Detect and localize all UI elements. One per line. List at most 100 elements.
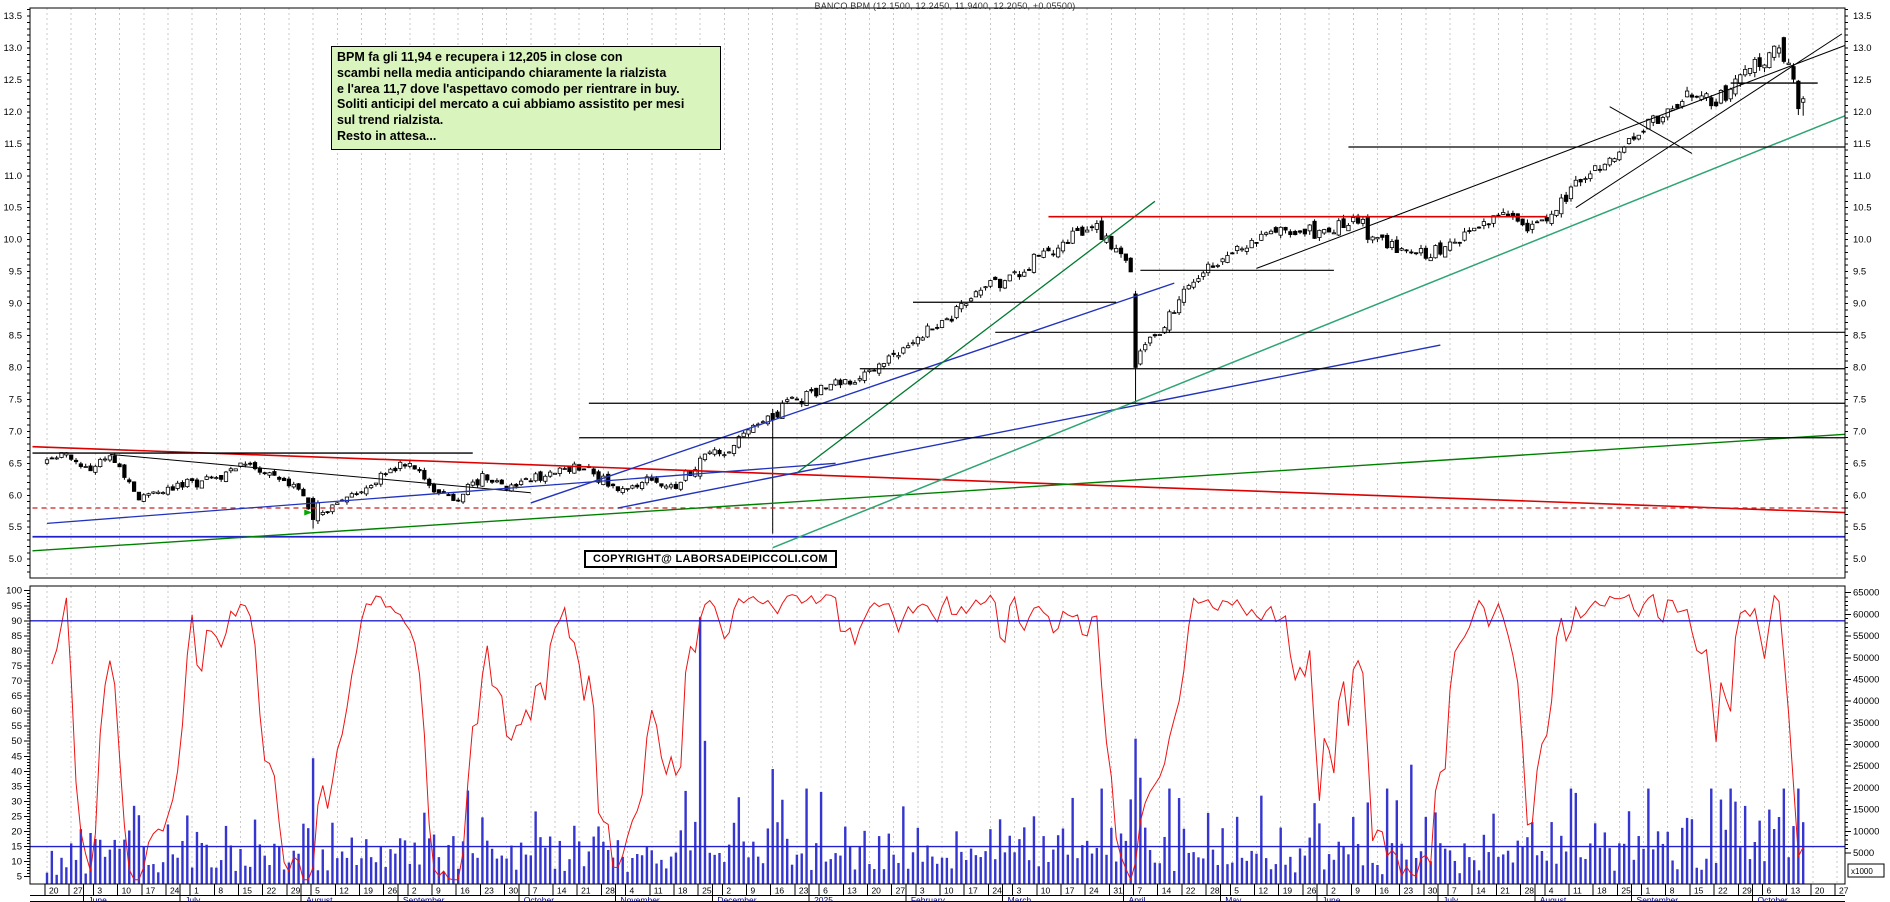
svg-text:18: 18 [1597,886,1607,896]
svg-text:15: 15 [243,886,253,896]
svg-text:5: 5 [17,872,22,883]
svg-text:3: 3 [1017,886,1022,896]
svg-text:5.5: 5.5 [1853,522,1866,533]
svg-text:11.5: 11.5 [4,139,22,150]
svg-text:July: July [1443,895,1459,902]
analyst-note-box: BPM fa gli 11,94 e recupera i 12,205 in … [331,46,721,150]
svg-text:10: 10 [944,886,954,896]
svg-text:65: 65 [11,691,22,702]
svg-text:4: 4 [1549,886,1554,896]
svg-text:25000: 25000 [1853,761,1879,772]
svg-text:28: 28 [1525,886,1535,896]
svg-text:8.0: 8.0 [9,362,22,373]
svg-text:7: 7 [1452,886,1457,896]
svg-text:17: 17 [1065,886,1075,896]
svg-text:2: 2 [412,886,417,896]
svg-text:10.5: 10.5 [4,203,23,214]
svg-text:6.0: 6.0 [1853,490,1866,501]
svg-text:13.0: 13.0 [4,43,23,54]
svg-text:65000: 65000 [1853,588,1879,599]
svg-text:12: 12 [339,886,349,896]
svg-text:11.0: 11.0 [1853,171,1871,182]
panel-borders [29,7,1846,885]
svg-text:6.0: 6.0 [9,490,22,501]
svg-text:9: 9 [751,886,756,896]
svg-text:October: October [524,895,554,902]
oscillator-line [51,593,1804,882]
svg-text:28: 28 [1210,886,1220,896]
svg-text:September: September [1637,895,1679,902]
svg-text:March: March [1008,895,1032,902]
svg-text:July: July [185,895,201,902]
svg-text:June: June [1322,895,1341,902]
note-line: scambi nella media anticipando chiaramen… [337,65,667,80]
note-line: Soliti anticipi del mercato a cui abbiam… [337,97,685,112]
svg-text:6: 6 [823,886,828,896]
svg-text:December: December [717,895,756,902]
svg-text:13: 13 [1791,886,1801,896]
svg-text:100: 100 [6,586,22,597]
svg-text:12.0: 12.0 [4,107,23,118]
svg-text:August: August [306,895,333,902]
svg-text:17: 17 [146,886,156,896]
svg-text:7.0: 7.0 [9,426,22,437]
svg-text:75: 75 [11,661,22,672]
svg-text:10.0: 10.0 [4,235,23,246]
svg-text:23: 23 [1404,886,1414,896]
grid-lines [46,8,1838,884]
svg-text:40000: 40000 [1853,696,1879,707]
svg-text:15: 15 [11,842,22,853]
svg-text:15: 15 [1694,886,1704,896]
svg-text:19: 19 [363,886,373,896]
svg-text:3: 3 [97,886,102,896]
svg-text:90: 90 [11,616,22,627]
svg-text:16: 16 [460,886,470,896]
svg-text:5.5: 5.5 [9,522,22,533]
oscillator-hlines [30,620,1845,848]
svg-text:20000: 20000 [1853,783,1879,794]
svg-text:13.5: 13.5 [4,11,23,22]
axis-labels: 13.5 13.5 13.0 13.0 12.5 12.5 12.0 12.0 11.5 11.5… [4,11,1880,883]
svg-text:45000: 45000 [1853,674,1879,685]
svg-text:7.5: 7.5 [9,394,22,405]
svg-text:April: April [1129,895,1146,902]
svg-text:9.0: 9.0 [1853,299,1866,310]
svg-text:6.5: 6.5 [9,458,22,469]
svg-text:2: 2 [726,886,731,896]
svg-text:5.0: 5.0 [1853,554,1866,565]
svg-text:31: 31 [1113,886,1123,896]
svg-text:25: 25 [702,886,712,896]
svg-text:25: 25 [11,811,22,822]
svg-text:80: 80 [11,646,22,657]
svg-text:10.5: 10.5 [1853,203,1872,214]
svg-text:25: 25 [1621,886,1631,896]
svg-text:13.5: 13.5 [1853,11,1872,22]
svg-text:10: 10 [11,857,22,868]
svg-text:95: 95 [11,601,22,612]
svg-text:45: 45 [11,751,22,762]
svg-text:18: 18 [678,886,688,896]
svg-text:2: 2 [1331,886,1336,896]
svg-text:50000: 50000 [1853,653,1879,664]
svg-text:40: 40 [11,766,22,777]
svg-text:60: 60 [11,706,22,717]
svg-text:9.0: 9.0 [9,299,22,310]
svg-text:10000: 10000 [1853,826,1879,837]
svg-text:October: October [1757,895,1787,902]
svg-text:30: 30 [509,886,519,896]
svg-text:5: 5 [1234,886,1239,896]
candles [44,36,1806,534]
svg-text:50: 50 [11,736,22,747]
svg-text:10.0: 10.0 [1853,235,1872,246]
svg-text:May: May [1225,895,1242,902]
svg-text:20: 20 [871,886,881,896]
svg-text:10: 10 [122,886,132,896]
svg-text:8: 8 [1670,886,1675,896]
svg-text:13.0: 13.0 [1853,43,1872,54]
svg-text:5000: 5000 [1853,848,1874,859]
svg-text:23: 23 [484,886,494,896]
svg-text:14: 14 [1162,886,1172,896]
svg-text:12: 12 [1259,886,1269,896]
